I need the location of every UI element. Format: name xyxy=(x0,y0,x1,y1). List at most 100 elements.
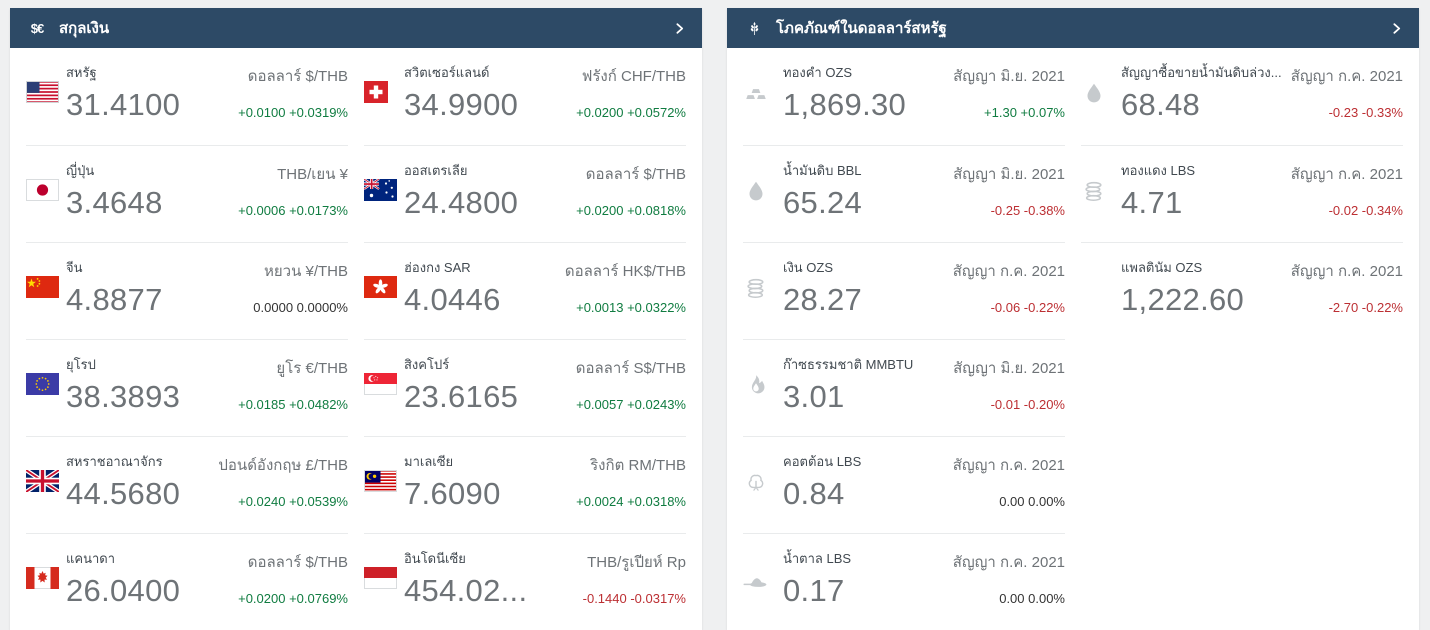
oil-drop-icon xyxy=(743,179,783,242)
instrument-name: อินโดนีเซีย xyxy=(404,551,466,566)
instrument-name: จีน xyxy=(66,260,83,275)
panel-grid: ทองคำ OZS 1,869.30 สัญญา มิ.ย. 2021 +1.30 +… xyxy=(727,48,1419,630)
panel-grid: สหรัฐ 31.4100 ดอลลาร์ $/THB +0.0100 +0.0319… xyxy=(10,48,702,630)
commodity-card[interactable]: สัญญาซื้อขายน้ำมันดิบล่วง... 68.48 สัญญา ก… xyxy=(1081,48,1403,145)
coins-stack-icon xyxy=(1081,179,1121,242)
currency-card[interactable]: จีน 4.8877 หยวน ¥/THB 0.0000 0.0000% xyxy=(26,242,348,339)
instrument-price: 23.6165 xyxy=(404,379,519,414)
cotton-boll-icon xyxy=(743,470,783,533)
commodity-card[interactable]: เงิน OZS 28.27 สัญญา ก.ค. 2021 -0.06 -0.22% xyxy=(743,242,1065,339)
commodity-card[interactable]: น้ำตาล LBS 0.17 สัญญา ก.ค. 2021 0.00 0.00% xyxy=(743,533,1065,630)
instrument-price: 26.0400 xyxy=(66,573,181,608)
instrument-name: ก๊าซธรรมชาติ MMBTU xyxy=(783,357,914,372)
contract-label: สัญญา มิ.ย. 2021 xyxy=(953,68,1065,85)
instrument-name: ทองแดง LBS xyxy=(1121,163,1196,178)
commodity-card[interactable]: ก๊าซธรรมชาติ MMBTU 3.01 สัญญา มิ.ย. 2021 -0… xyxy=(743,339,1065,436)
instrument-price: 68.48 xyxy=(1121,87,1201,122)
my-flag-icon xyxy=(364,470,404,533)
instrument-price: 65.24 xyxy=(783,185,863,220)
instrument-price: 3.4648 xyxy=(66,185,163,220)
wheat-icon xyxy=(743,20,765,37)
currency-card[interactable]: ญี่ปุ่น 3.4648 THB/เยน ¥ +0.0006 +0.0173% xyxy=(26,145,348,242)
commodity-card[interactable]: ทองคำ OZS 1,869.30 สัญญา มิ.ย. 2021 +1.30 +… xyxy=(743,48,1065,145)
contract-label: สัญญา ก.ค. 2021 xyxy=(1290,263,1403,280)
pair-label: ริงกิต RM/THB xyxy=(590,457,686,474)
contract-label: สัญญา ก.ค. 2021 xyxy=(1290,68,1403,85)
instrument-name: สัญญาซื้อขายน้ำมันดิบล่วง... xyxy=(1121,65,1282,80)
currency-card[interactable]: ออสเตรเลีย 24.4800 ดอลลาร์ $/THB +0.0200 +0… xyxy=(364,145,686,242)
instrument-name: สวิตเซอร์แลนด์ xyxy=(404,65,490,80)
pair-label: THB/รูเปียห์ Rp xyxy=(587,554,686,571)
instrument-name: ญี่ปุ่น xyxy=(66,163,95,178)
instrument-price: 4.71 xyxy=(1121,185,1183,220)
currency-card[interactable]: สิงคโปร์ 23.6165 ดอลลาร์ S$/THB +0.0057 +0.… xyxy=(364,339,686,436)
currency-card[interactable]: ยุโรป 38.3893 ยูโร €/THB +0.0185 +0.0482% xyxy=(26,339,348,436)
instrument-name: ยุโรป xyxy=(66,357,96,372)
contract-label: สัญญา ก.ค. 2021 xyxy=(952,457,1065,474)
chevron-right-icon xyxy=(673,22,686,35)
currency-card[interactable]: สหราชอาณาจักร 44.5680 ปอนด์อังกฤษ £/THB +0.… xyxy=(26,436,348,533)
instrument-price: 454.02... xyxy=(404,573,528,608)
instrument-price: 28.27 xyxy=(783,282,863,317)
instrument-change: -2.70 -0.22% xyxy=(1328,300,1403,315)
ca-flag-icon xyxy=(26,567,66,630)
currency-card[interactable]: อินโดนีเซีย 454.02... THB/รูเปียห์ Rp -0.14… xyxy=(364,533,686,630)
currencies-panel: $€ สกุลเงิน สหรัฐ 31.4100 ดอลลาร์ $/THB +0.… xyxy=(10,8,702,630)
instrument-price: 34.9900 xyxy=(404,87,519,122)
instrument-name: ออสเตรเลีย xyxy=(404,163,468,178)
instrument-price: 24.4800 xyxy=(404,185,519,220)
pair-label: ดอลลาร์ $/THB xyxy=(585,166,686,183)
us-flag-icon xyxy=(26,81,66,145)
pair-label: ดอลลาร์ S$/THB xyxy=(575,360,686,377)
cn-flag-icon xyxy=(26,276,66,339)
instrument-change: +0.0100 +0.0319% xyxy=(238,105,348,120)
instrument-name: เงิน OZS xyxy=(783,260,834,275)
currency-card[interactable]: แคนาดา 26.0400 ดอลลาร์ $/THB +0.0200 +0.076… xyxy=(26,533,348,630)
commodities-panel-header[interactable]: โภคภัณฑ์ในดอลลาร์สหรัฐ xyxy=(727,8,1419,48)
instrument-change: +0.0185 +0.0482% xyxy=(238,397,348,412)
instrument-name: ฮ่องกง SAR xyxy=(404,260,471,275)
currency-card[interactable]: มาเลเซีย 7.6090 ริงกิต RM/THB +0.0024 +0.03… xyxy=(364,436,686,533)
currency-card[interactable]: ฮ่องกง SAR 4.0446 ดอลลาร์ HK$/THB +0.0013 +… xyxy=(364,242,686,339)
instrument-price: 1,869.30 xyxy=(783,87,907,122)
commodity-card[interactable]: น้ำมันดิบ BBL 65.24 สัญญา มิ.ย. 2021 -0.25 … xyxy=(743,145,1065,242)
au-flag-icon xyxy=(364,179,404,242)
instrument-name: สิงคโปร์ xyxy=(404,357,450,372)
commodity-card[interactable]: คอตต้อน LBS 0.84 สัญญา ก.ค. 2021 0.00 0.00% xyxy=(743,436,1065,533)
pair-label: ฟรังก์ CHF/THB xyxy=(581,68,686,85)
instrument-price: 1,222.60 xyxy=(1121,282,1245,317)
instrument-change: +0.0240 +0.0539% xyxy=(238,494,348,509)
instrument-change: -0.02 -0.34% xyxy=(1328,203,1403,218)
currencies-panel-header[interactable]: $€ สกุลเงิน xyxy=(10,8,702,48)
currency-card[interactable]: สวิตเซอร์แลนด์ 34.9900 ฟรังก์ CHF/THB +0.02… xyxy=(364,48,686,145)
instrument-change: +0.0024 +0.0318% xyxy=(576,494,686,509)
instrument-name: แพลตินัม OZS xyxy=(1121,260,1203,275)
commodities-panel: โภคภัณฑ์ในดอลลาร์สหรัฐ ทองคำ OZS 1,869.30… xyxy=(727,8,1419,630)
instrument-price: 3.01 xyxy=(783,379,845,414)
instrument-change: -0.1440 -0.0317% xyxy=(582,591,686,606)
instrument-change: +0.0006 +0.0173% xyxy=(238,203,348,218)
contract-label: สัญญา ก.ค. 2021 xyxy=(952,554,1065,571)
pair-label: ดอลลาร์ $/THB xyxy=(247,554,348,571)
coins-stack-icon xyxy=(743,276,783,339)
instrument-change: 0.00 0.00% xyxy=(999,494,1065,509)
pair-label: ยูโร €/THB xyxy=(276,360,348,377)
commodity-card[interactable]: แพลตินัม OZS 1,222.60 สัญญา ก.ค. 2021 -2.70… xyxy=(1081,242,1403,339)
pair-label: ดอลลาร์ $/THB xyxy=(247,68,348,85)
pair-label: ดอลลาร์ HK$/THB xyxy=(564,263,686,280)
pair-label: ปอนด์อังกฤษ £/THB xyxy=(218,457,348,474)
instrument-price: 7.6090 xyxy=(404,476,501,511)
empty-cell xyxy=(1081,533,1403,630)
instrument-change: +0.0057 +0.0243% xyxy=(576,397,686,412)
instrument-price: 4.0446 xyxy=(404,282,501,317)
instrument-price: 0.17 xyxy=(783,573,845,608)
empty-cell xyxy=(1081,436,1403,533)
commodity-card[interactable]: ทองแดง LBS 4.71 สัญญา ก.ค. 2021 -0.02 -0.34… xyxy=(1081,145,1403,242)
flame-icon xyxy=(743,373,783,436)
instrument-change: -0.23 -0.33% xyxy=(1328,105,1403,120)
instrument-name: น้ำตาล LBS xyxy=(783,551,852,566)
sugar-spoon-icon xyxy=(743,567,783,630)
currency-card[interactable]: สหรัฐ 31.4100 ดอลลาร์ $/THB +0.0100 +0.0319… xyxy=(26,48,348,145)
instrument-name: มาเลเซีย xyxy=(404,454,454,469)
currency-symbols-icon: $€ xyxy=(30,20,45,36)
